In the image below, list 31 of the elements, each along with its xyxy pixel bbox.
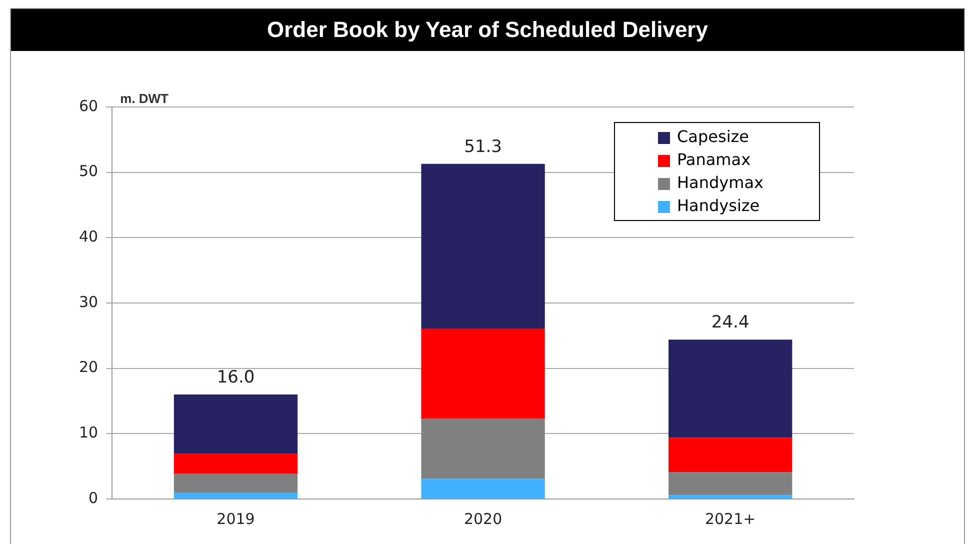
x-tick-label: 2019: [216, 510, 255, 528]
bar: [421, 328, 545, 419]
y-axis-title: m. DWT: [120, 91, 169, 106]
bar: [668, 340, 792, 438]
chart-title: Order Book by Year of Scheduled Delivery: [11, 9, 964, 51]
y-tick-label: 40: [78, 228, 98, 246]
x-tick-label: 2021+: [704, 510, 756, 528]
bar: [174, 454, 298, 474]
legend-label: Panamax: [677, 150, 751, 170]
y-tick-label: 10: [78, 424, 98, 442]
x-tick-label: 2020: [464, 510, 502, 528]
legend-label: Handysize: [677, 196, 760, 216]
total-label: 51.3: [464, 136, 502, 157]
legend-label: Capesize: [677, 127, 749, 146]
total-label: 24.4: [711, 312, 750, 333]
legend-label: Handymax: [677, 173, 764, 192]
bar: [668, 438, 792, 472]
y-tick-label: 20: [78, 358, 98, 376]
bar: [174, 394, 298, 454]
bar: [174, 474, 298, 492]
y-tick-label: 60: [78, 96, 98, 115]
y-tick-label: 0: [88, 488, 98, 507]
y-tick-label: 30: [78, 292, 98, 311]
bar: [668, 472, 792, 496]
bar: [174, 492, 298, 498]
y-tick-label: 50: [78, 162, 98, 180]
bar: [668, 495, 792, 498]
bar: [421, 418, 545, 479]
bar: [421, 478, 545, 498]
total-label: 16.0: [216, 367, 255, 388]
bar: [421, 164, 545, 328]
